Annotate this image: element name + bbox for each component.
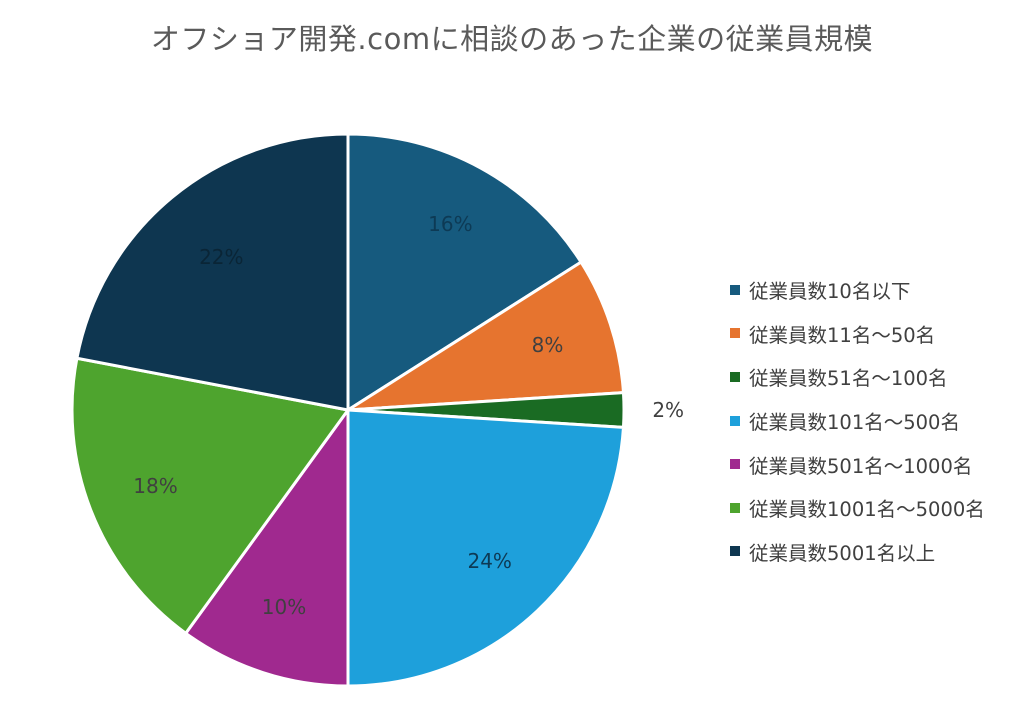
data-label: 2% xyxy=(652,398,684,422)
data-label: 16% xyxy=(428,212,472,236)
legend-item: 従業員数101名～500名 xyxy=(730,399,985,443)
legend-item: 従業員数5001名以上 xyxy=(730,530,985,574)
legend-swatch xyxy=(730,415,740,426)
data-label: 18% xyxy=(133,474,177,498)
legend-item: 従業員数10名以下 xyxy=(730,268,985,312)
legend-swatch xyxy=(730,328,740,339)
legend-swatch xyxy=(730,459,740,470)
legend-swatch xyxy=(730,371,740,382)
legend-swatch xyxy=(730,546,740,557)
legend-label: 従業員数5001名以上 xyxy=(749,541,936,565)
data-label: 22% xyxy=(199,245,243,269)
legend-label: 従業員数10名以下 xyxy=(749,280,911,304)
data-label: 8% xyxy=(532,333,564,357)
data-label: 24% xyxy=(467,549,511,573)
chart-title: オフショア開発.comに相談のあった企業の従業員規模 xyxy=(150,22,874,56)
pie-slice xyxy=(75,132,350,412)
legend-item: 従業員数1001名～5000名 xyxy=(730,486,985,530)
legend-swatch xyxy=(730,502,740,513)
chart-legend: 従業員数10名以下従業員数11名～50名 従業員数51名～100名 従業員数101名… xyxy=(730,268,985,573)
legend-item: 従業員数11名～50名 xyxy=(730,312,985,356)
pie-slice xyxy=(346,132,583,412)
pie-slice xyxy=(70,356,350,635)
data-label: 10% xyxy=(262,595,306,619)
pie-slice xyxy=(184,408,350,688)
legend-item: 従業員数51名～100名 xyxy=(730,355,985,399)
legend-swatch xyxy=(730,284,740,295)
legend-label: 従業員数1001名～5000名 xyxy=(749,498,985,522)
pie-slice xyxy=(346,260,625,412)
legend-label: 従業員数501名～1000名 xyxy=(749,454,973,478)
legend-label: 従業員数11名～50名 xyxy=(749,323,936,347)
legend-label: 従業員数101名～500名 xyxy=(749,411,960,435)
pie-slice xyxy=(346,408,625,688)
legend-label: 従業員数51名～100名 xyxy=(749,367,948,391)
legend-item: 従業員数501名～1000名 xyxy=(730,442,985,486)
